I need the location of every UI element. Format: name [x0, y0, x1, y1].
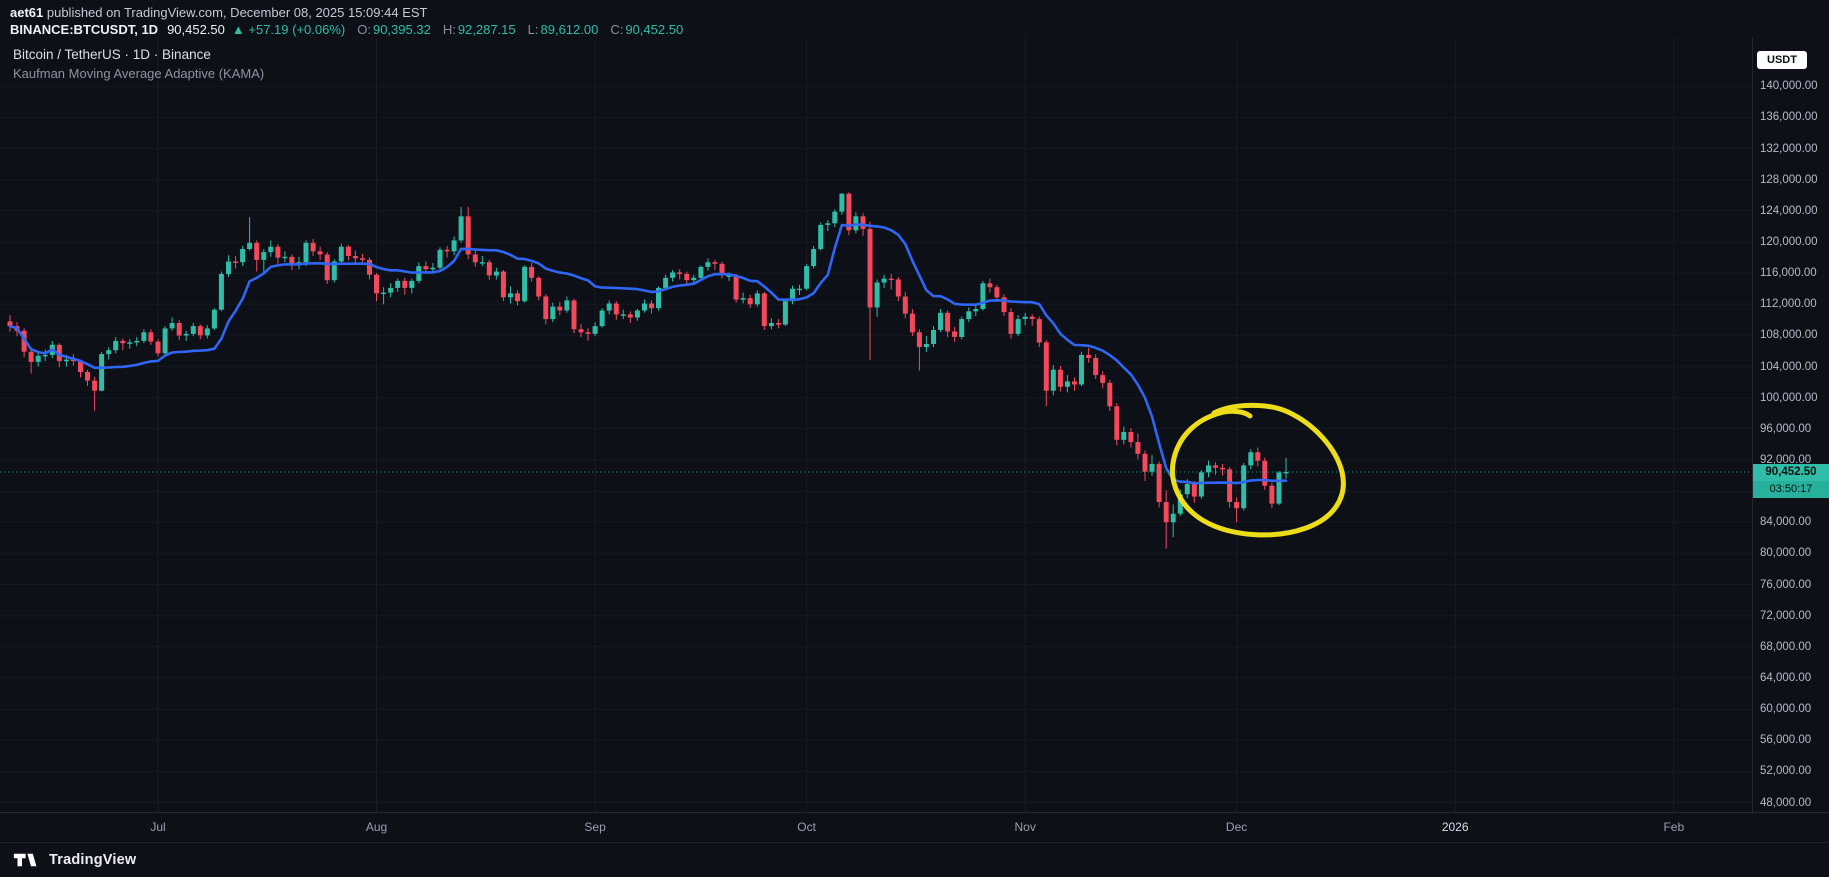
price-tick-label: 136,000.00 [1760, 111, 1818, 124]
time-scale[interactable]: Jul Aug Sep Oct Nov Dec 2026 Feb [0, 812, 1829, 843]
tradingview-wordmark[interactable]: TradingView [49, 852, 137, 868]
time-tick-label: Aug [365, 820, 388, 834]
time-tick-label: Sep [584, 820, 606, 834]
price-scale[interactable]: USDT 140,000.00 136,000.00 132,000.00 128,0… [1752, 37, 1829, 812]
price-tick-label: 140,000.00 [1760, 80, 1818, 93]
price-tick-label: 112,000.00 [1760, 298, 1817, 311]
last-price-label: 90,452.50 [1753, 463, 1829, 481]
price-tick-label: 72,000.00 [1760, 609, 1812, 622]
time-tick-label: 2026 [1441, 820, 1469, 834]
status-last-price: 90,452.50 [167, 22, 225, 37]
author-name: aet61 [10, 5, 44, 20]
price-tick-label: 60,000.00 [1760, 703, 1812, 716]
low-label: L: [527, 22, 539, 37]
time-tick-label: Nov [1014, 820, 1036, 834]
open-value: 90,395.32 [372, 22, 431, 37]
legend-indicator-kama[interactable]: Kaufman Moving Average Adaptive (KAMA) [13, 66, 265, 81]
time-tick-label: Jul [150, 820, 166, 834]
tradingview-logo-icon[interactable] [13, 851, 40, 869]
time-tick-label: Oct [797, 820, 816, 834]
price-tick-label: 124,000.00 [1760, 204, 1818, 217]
price-tick-label: 92,000.00 [1760, 454, 1812, 466]
price-tick-label: 104,000.00 [1760, 360, 1818, 373]
candlestick-series [7, 192, 1289, 549]
price-tick-label: 76,000.00 [1760, 578, 1812, 591]
symbol-status-line: BINANCE:BTCUSDT, 1D 90,452.50 ▲ +57.19 (+0… [10, 22, 683, 37]
price-tick-label: 132,000.00 [1760, 142, 1818, 155]
price-tick-label: 52,000.00 [1760, 765, 1812, 778]
kama-line [8, 223, 1288, 485]
price-tick-label: 64,000.00 [1760, 672, 1812, 684]
high-value: 92,287.15 [457, 22, 516, 37]
grid-lines [0, 38, 1752, 812]
status-change: ▲ +57.19 (+0.06%) [231, 22, 346, 37]
price-tick-label: 100,000.00 [1760, 391, 1818, 404]
price-tick-label: 116,000.00 [1760, 267, 1817, 280]
time-tick-label: Dec [1225, 820, 1248, 834]
currency-toggle-button[interactable]: USDT [1757, 51, 1807, 69]
low-value: 89,612.00 [540, 22, 599, 37]
price-tick-label: 68,000.00 [1760, 640, 1812, 653]
price-tick-label: 108,000.00 [1760, 329, 1818, 342]
price-tick-label: 56,000.00 [1760, 734, 1812, 747]
symbol-title: BINANCE:BTCUSDT, 1D [10, 22, 159, 37]
close-value: 90,452.50 [625, 22, 684, 37]
high-label: H: [442, 22, 456, 37]
chart-legend[interactable]: Bitcoin / TetherUS · 1D · Binance Kaufma… [13, 47, 264, 81]
bar-countdown: 03:50:17 [1753, 481, 1829, 498]
open-label: O: [357, 22, 371, 37]
price-tick-label: 96,000.00 [1760, 422, 1812, 435]
price-tick-label: 128,000.00 [1760, 173, 1818, 186]
legend-symbol[interactable]: Bitcoin / TetherUS · 1D · Binance [13, 47, 211, 62]
price-tick-label: 48,000.00 [1760, 796, 1812, 809]
price-tick-label: 84,000.00 [1760, 516, 1812, 529]
publish-info-line: aet61 published on TradingView.com, Dece… [10, 5, 427, 20]
close-label: C: [610, 22, 624, 37]
price-tick-label: 120,000.00 [1760, 236, 1818, 248]
chart-canvas [0, 38, 1752, 812]
chart-pane[interactable]: Bitcoin / TetherUS · 1D · Binance Kaufma… [0, 0, 1752, 812]
snapshot-footer: TradingView [0, 842, 1829, 877]
price-tick-label: 80,000.00 [1760, 547, 1812, 560]
time-tick-label: Feb [1663, 820, 1685, 834]
hand-drawn-circle-annotation [1170, 402, 1346, 538]
publish-details: published on TradingView.com, December 0… [43, 5, 428, 20]
